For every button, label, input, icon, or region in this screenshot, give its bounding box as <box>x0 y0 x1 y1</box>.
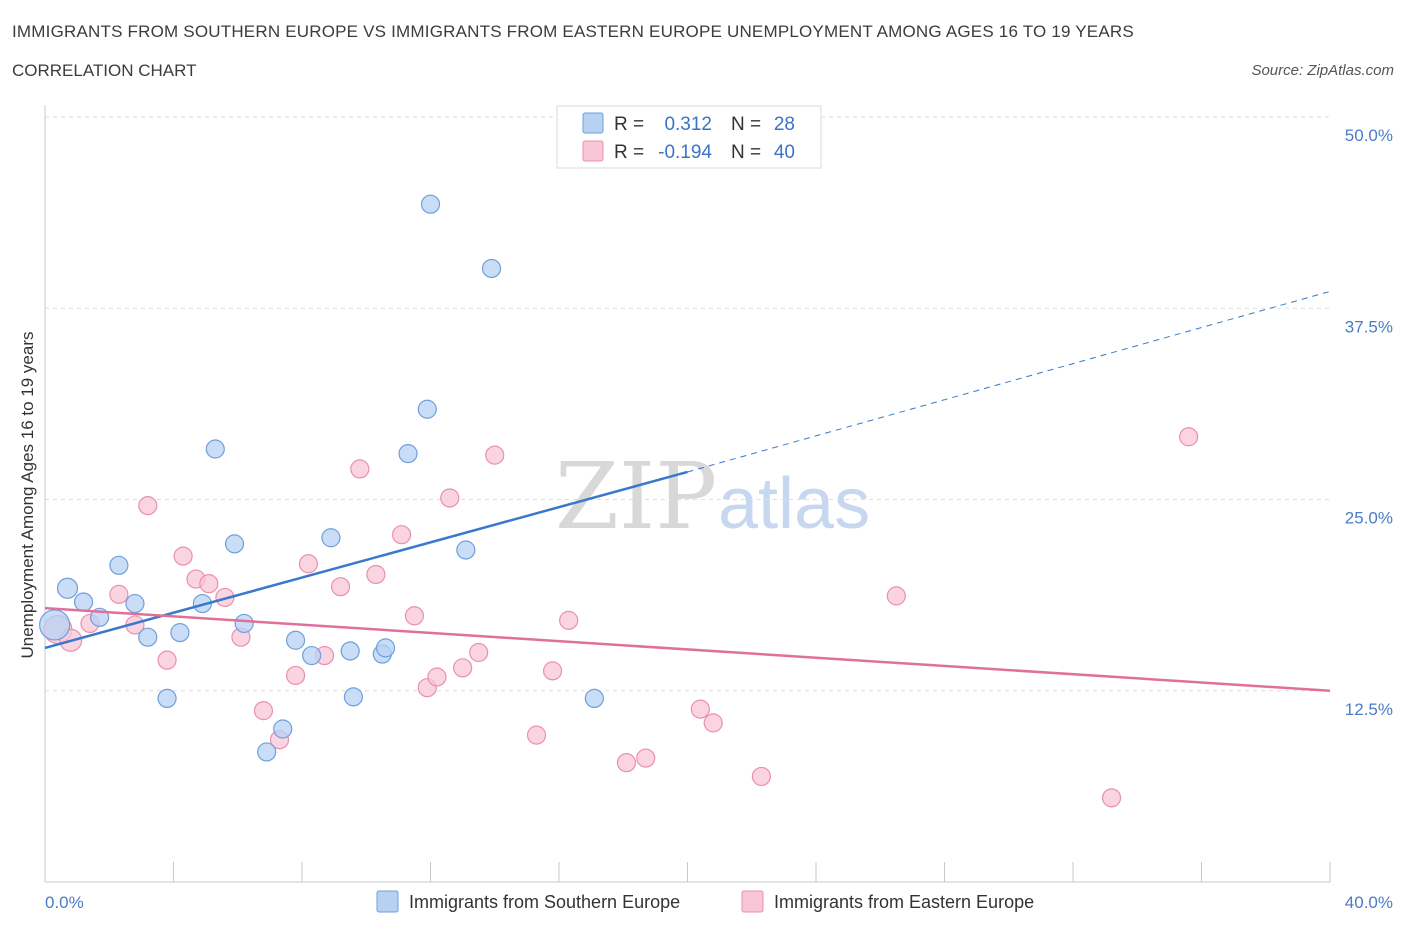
data-point <box>285 630 306 650</box>
series-legend: Immigrants from Southern Europe Immigran… <box>376 890 1034 913</box>
data-point <box>73 592 94 612</box>
data-point <box>302 645 322 666</box>
data-point <box>321 528 341 548</box>
data-point <box>485 445 505 465</box>
data-point <box>205 439 225 459</box>
data-point <box>125 593 145 614</box>
chart-title: IMMIGRANTS FROM SOUTHERN EUROPE VS IMMIG… <box>12 22 1134 41</box>
data-point <box>109 555 129 575</box>
data-point <box>453 658 473 678</box>
data-point <box>170 623 190 643</box>
data-point <box>350 459 370 479</box>
data-point <box>391 525 412 545</box>
legend-r-value-2: -0.194 <box>658 142 712 163</box>
legend-r-value-1: 0.312 <box>664 114 712 135</box>
legend-swatch-pink <box>582 140 604 162</box>
data-point <box>456 540 476 560</box>
data-point <box>340 641 360 661</box>
data-point <box>559 610 579 630</box>
data-point <box>616 753 637 773</box>
data-point <box>109 584 129 604</box>
data-point <box>427 667 447 687</box>
legend-n-label-2: N = <box>731 142 761 163</box>
data-point <box>224 534 245 554</box>
chart-subtitle: CORRELATION CHART <box>12 61 197 80</box>
data-point <box>343 687 363 707</box>
data-point <box>138 496 158 516</box>
data-point <box>481 258 502 279</box>
trend-line-southern-extension <box>687 290 1331 473</box>
legend-n-value-2: 40 <box>774 142 795 163</box>
data-point <box>526 725 547 745</box>
grid-lines <box>45 116 1330 692</box>
data-point <box>703 713 723 733</box>
data-point <box>253 701 274 721</box>
data-point <box>440 488 460 508</box>
watermark: ZIP atlas <box>555 443 870 550</box>
data-point <box>886 586 906 606</box>
bottom-legend-label-eastern: Immigrants from Eastern Europe <box>774 892 1034 912</box>
data-point <box>157 688 177 709</box>
data-point <box>330 577 351 597</box>
bottom-legend-swatch-pink <box>741 890 764 913</box>
watermark-zip: ZIP <box>555 443 717 550</box>
data-point <box>234 613 254 634</box>
data-point <box>257 742 277 762</box>
source-label: Source: ZipAtlas.com <box>1251 62 1394 79</box>
y-tick-label: 37.5% <box>1345 317 1393 336</box>
data-point <box>584 688 604 709</box>
bottom-legend-label-southern: Immigrants from Southern Europe <box>409 892 680 912</box>
x-axis-ticks <box>173 862 1331 882</box>
y-tick-label: 50.0% <box>1345 126 1393 145</box>
legend-n-label-1: N = <box>731 114 761 135</box>
data-point <box>417 399 437 419</box>
legend-n-value-1: 28 <box>774 114 795 135</box>
y-tick-labels: 12.5% 25.0% 37.5% 50.0% <box>1345 126 1393 719</box>
data-point <box>157 650 177 670</box>
data-point <box>1101 788 1122 808</box>
data-point <box>285 665 306 686</box>
y-axis-label: Unemployment Among Ages 16 to 19 years <box>18 332 37 659</box>
data-point <box>542 661 563 681</box>
data-point <box>138 627 158 647</box>
data-point <box>636 748 656 768</box>
data-point <box>420 194 441 214</box>
data-point <box>173 546 193 566</box>
legend-r-label-1: R = <box>614 114 644 135</box>
data-point <box>751 766 771 787</box>
data-point <box>398 444 418 464</box>
bottom-legend-swatch-blue <box>376 890 399 913</box>
trend-line-eastern <box>44 606 1331 692</box>
trend-line-southern <box>44 470 688 650</box>
data-point <box>199 574 219 594</box>
data-point <box>404 606 425 626</box>
y-tick-label: 25.0% <box>1345 509 1393 528</box>
data-point <box>39 609 71 641</box>
x-tick-label-max: 40.0% <box>1345 893 1393 912</box>
y-tick-label: 12.5% <box>1345 700 1393 719</box>
data-point <box>273 719 293 739</box>
data-point <box>298 554 319 574</box>
data-point <box>56 577 79 599</box>
watermark-atlas: atlas <box>718 464 870 544</box>
legend-swatch-blue <box>582 112 604 134</box>
data-point <box>366 564 386 585</box>
trend-lines <box>44 290 1331 692</box>
legend-r-label-2: R = <box>614 142 644 163</box>
stats-legend: R = 0.312 N = 28 R = -0.194 N = 40 <box>556 105 822 169</box>
data-point <box>469 642 489 663</box>
series-southern-europe-points <box>39 194 604 762</box>
data-point <box>1179 427 1199 447</box>
data-point <box>690 699 710 719</box>
x-tick-label-min: 0.0% <box>45 893 84 912</box>
data-point <box>375 638 396 658</box>
